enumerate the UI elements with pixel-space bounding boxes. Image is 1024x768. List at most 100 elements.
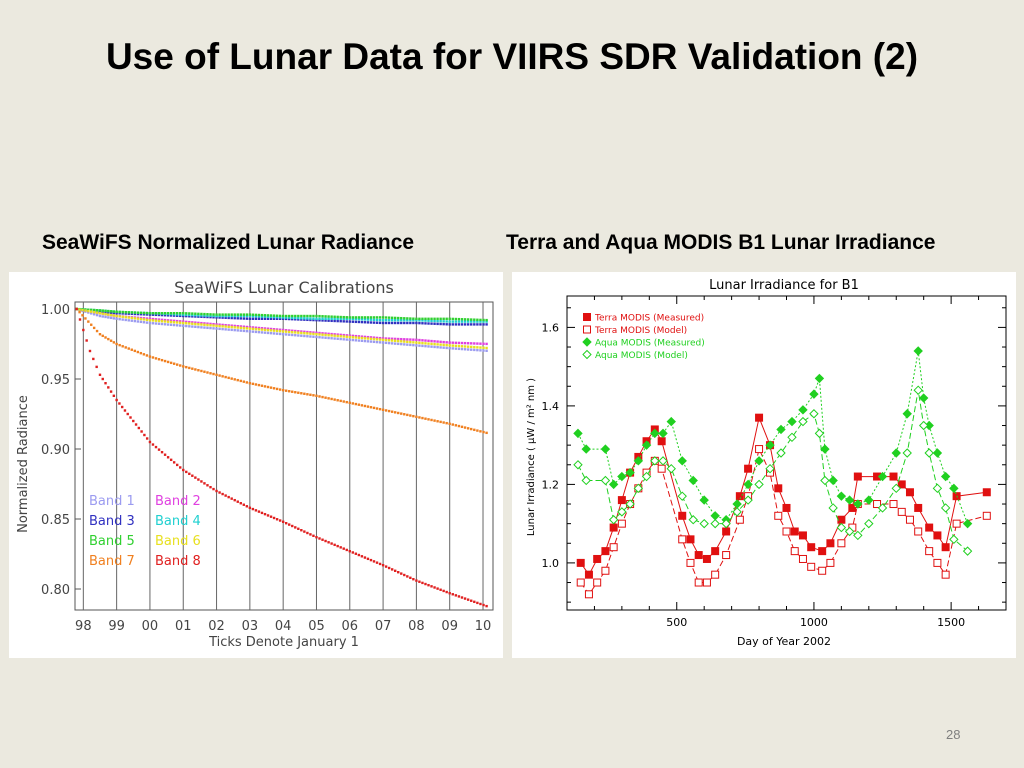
data-point — [124, 315, 127, 319]
data-point — [188, 312, 191, 315]
data-point — [300, 318, 303, 321]
data-point — [348, 401, 351, 404]
data-point — [315, 317, 318, 320]
data-point — [342, 333, 345, 337]
data-point — [284, 330, 288, 333]
data-point — [962, 546, 973, 556]
data-point — [412, 414, 415, 418]
data-point — [278, 328, 282, 331]
data-point — [166, 320, 170, 323]
data-point — [160, 313, 164, 317]
y-tick-label: 0.95 — [41, 373, 70, 388]
data-point — [318, 537, 321, 540]
data-point — [239, 502, 242, 505]
data-point — [101, 334, 104, 338]
data-point — [151, 312, 155, 315]
data-point — [172, 461, 176, 464]
data-point — [339, 315, 342, 319]
data-point — [95, 365, 98, 369]
data-point — [470, 320, 473, 323]
data-point — [179, 466, 182, 469]
data-point — [227, 328, 230, 331]
data-point — [913, 385, 923, 395]
data-point — [275, 387, 279, 391]
data-point — [212, 314, 215, 318]
data-point — [284, 314, 288, 318]
data-point — [336, 333, 339, 336]
data-point — [309, 332, 312, 335]
data-point — [175, 324, 179, 327]
data-point — [372, 321, 376, 324]
data-point — [179, 314, 182, 318]
data-point — [315, 331, 318, 334]
data-point — [163, 320, 167, 323]
data-point — [132, 419, 135, 423]
data-point — [92, 326, 96, 330]
data-point — [348, 338, 351, 341]
data-point — [166, 319, 170, 322]
data-point — [593, 554, 602, 563]
data-point — [327, 317, 330, 320]
data-point — [482, 342, 485, 345]
data-point — [776, 448, 786, 458]
data-point — [236, 378, 239, 382]
data-point — [215, 314, 218, 318]
data-point — [445, 317, 448, 320]
data-point — [118, 402, 121, 405]
data-point — [272, 314, 276, 317]
data-point — [390, 568, 394, 571]
slide-title: Use of Lunar Data for VIIRS SDR Validati… — [105, 36, 919, 77]
data-point — [145, 321, 149, 324]
data-point — [306, 393, 309, 396]
data-point — [139, 317, 143, 321]
data-point — [200, 314, 203, 317]
data-point — [439, 346, 442, 349]
data-point — [454, 424, 458, 427]
data-point — [360, 316, 364, 319]
data-point — [451, 341, 454, 344]
data-point — [384, 341, 388, 345]
data-point — [179, 324, 182, 327]
data-point — [982, 488, 991, 497]
data-point — [179, 364, 182, 367]
data-point — [263, 331, 267, 334]
data-point — [433, 345, 436, 349]
data-point — [203, 312, 206, 316]
data-point — [115, 342, 118, 346]
data-point — [260, 315, 264, 318]
data-point — [798, 554, 807, 563]
data-point — [154, 357, 158, 360]
data-point — [372, 560, 376, 563]
data-point — [400, 340, 403, 343]
data-point — [905, 488, 914, 497]
data-point — [291, 524, 294, 528]
data-point — [297, 318, 300, 321]
data-point — [318, 333, 321, 336]
data-point — [378, 341, 382, 344]
data-point — [154, 319, 158, 322]
data-point — [127, 316, 130, 319]
data-point — [248, 314, 252, 318]
data-point — [284, 522, 288, 525]
data-point — [321, 332, 324, 335]
data-point — [104, 336, 107, 339]
data-point — [442, 340, 445, 344]
data-point — [393, 337, 397, 341]
data-point — [393, 316, 397, 320]
data-point — [297, 527, 300, 530]
data-point — [127, 319, 130, 322]
data-point — [342, 547, 345, 550]
data-point — [300, 392, 303, 395]
data-point — [573, 460, 583, 470]
data-point — [342, 400, 345, 403]
data-point — [179, 313, 182, 316]
data-point — [807, 562, 816, 571]
legend-entry: Band 5 — [89, 534, 135, 549]
data-point — [387, 337, 391, 340]
data-point — [357, 339, 361, 342]
data-point — [412, 321, 415, 325]
data-point — [257, 315, 261, 318]
data-point — [336, 544, 339, 548]
data-point — [442, 346, 445, 349]
data-point — [151, 356, 155, 359]
